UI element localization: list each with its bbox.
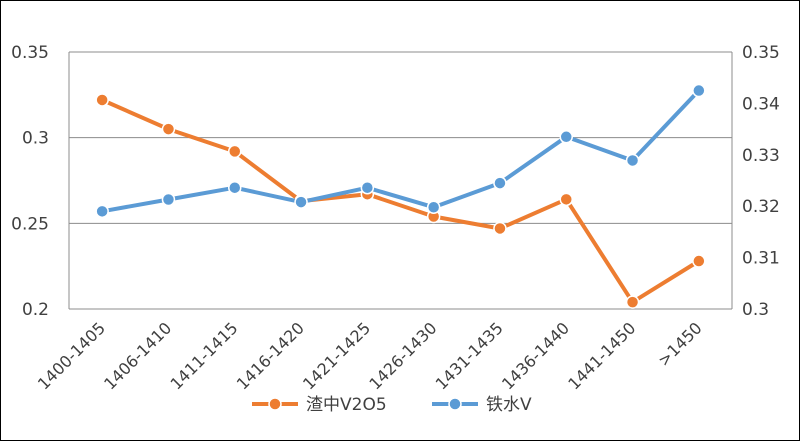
data-point <box>95 93 109 107</box>
data-point <box>493 221 507 236</box>
right-tick-label: 0.32 <box>742 197 780 217</box>
data-point <box>294 195 308 209</box>
data-point <box>228 180 242 195</box>
x-tick-label: 1400-1405 <box>34 318 109 393</box>
data-point <box>161 122 176 136</box>
x-tick-label: >1450 <box>654 318 706 370</box>
left-tick-label: 0.25 <box>11 214 49 234</box>
data-point <box>426 200 441 214</box>
x-tick-label: 1426-1430 <box>365 318 440 393</box>
right-y-axis-ticks: 0.3 0.31 0.32 0.33 0.34 0.35 <box>742 43 780 320</box>
legend-label: 铁水V <box>486 395 532 415</box>
x-tick-label: 1441-1450 <box>564 318 639 393</box>
x-tick-label: 1411-1415 <box>166 318 241 393</box>
data-point <box>228 144 242 159</box>
data-point <box>625 153 640 168</box>
x-tick-label: 1431-1435 <box>432 318 507 393</box>
data-point <box>692 83 706 98</box>
right-tick-label: 0.31 <box>742 249 780 269</box>
data-point <box>95 204 109 219</box>
left-tick-label: 0.35 <box>11 43 49 63</box>
axes <box>68 52 733 309</box>
right-tick-label: 0.33 <box>742 146 780 166</box>
series-line-1 <box>100 88 701 214</box>
left-tick-label: 0.2 <box>22 300 49 320</box>
right-tick-label: 0.3 <box>742 300 769 320</box>
data-point <box>692 254 706 268</box>
gridlines <box>69 51 732 310</box>
series-line-0 <box>100 98 701 305</box>
left-tick-label: 0.3 <box>22 129 49 149</box>
data-point <box>493 176 507 190</box>
series-lines <box>95 83 706 309</box>
data-point <box>625 295 640 309</box>
x-tick-label: 1406-1410 <box>100 318 175 393</box>
right-tick-label: 0.35 <box>742 43 780 63</box>
data-point <box>559 130 573 144</box>
x-tick-label: 1436-1440 <box>498 318 573 393</box>
legend-swatch-marker <box>268 397 282 411</box>
x-axis-tick-labels: 1400-14051406-14101411-14151416-14201421… <box>34 318 706 393</box>
data-point <box>360 180 375 195</box>
data-point <box>559 192 573 207</box>
right-tick-label: 0.34 <box>742 94 780 114</box>
left-y-axis-ticks: 0.2 0.25 0.3 0.35 <box>11 43 49 320</box>
x-tick-label: 1421-1425 <box>299 318 374 393</box>
legend: 渣中V2O5 铁水V <box>252 395 532 415</box>
x-tick-label: 1416-1420 <box>233 318 308 393</box>
data-point <box>161 192 176 207</box>
legend-swatch-marker <box>448 397 462 411</box>
legend-label: 渣中V2O5 <box>306 395 387 415</box>
